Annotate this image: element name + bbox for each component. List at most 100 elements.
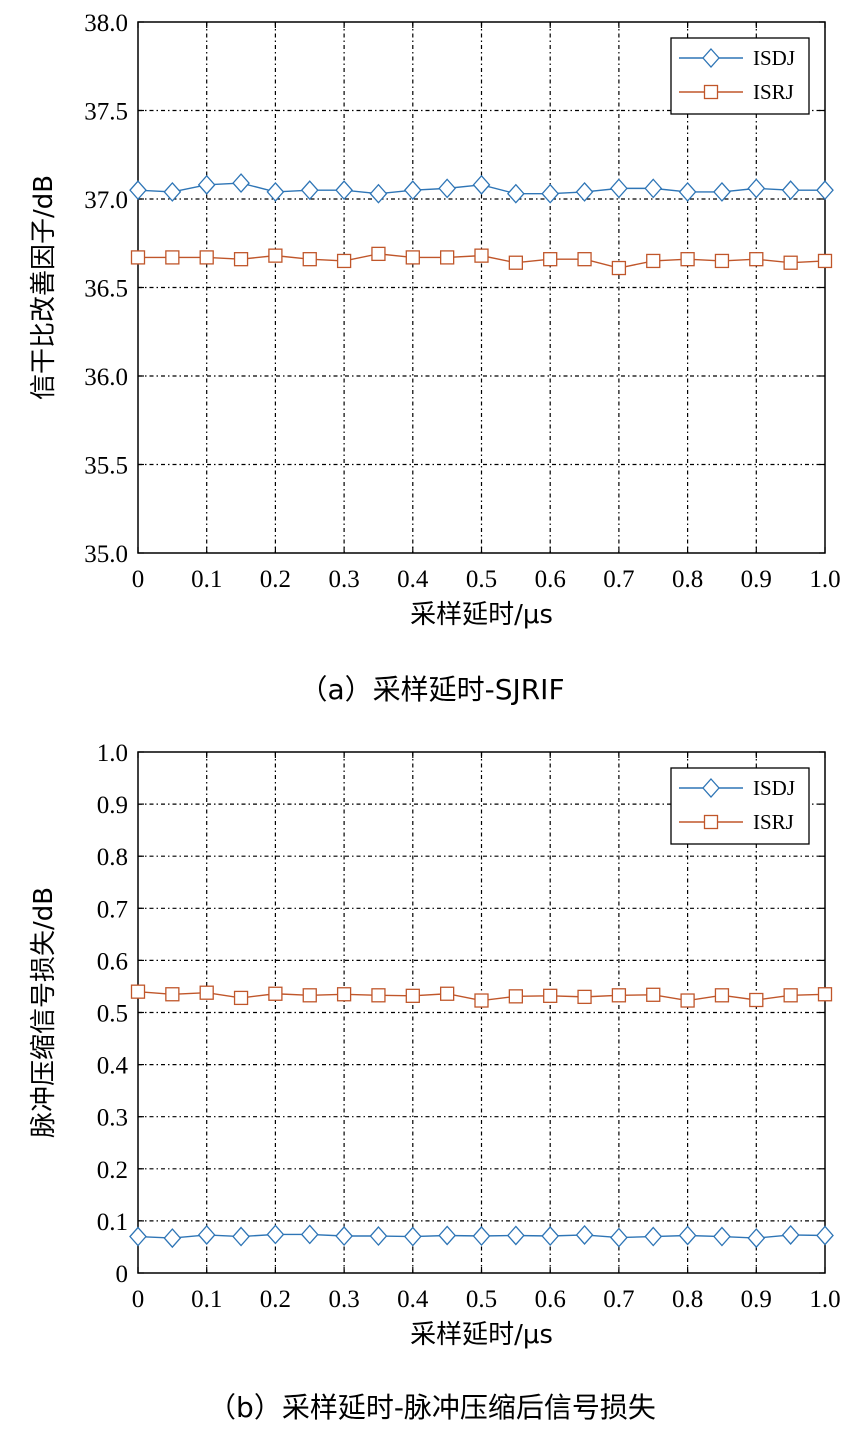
data-point (302, 252, 317, 267)
x-tick-label: 0.1 (191, 566, 222, 593)
data-point (371, 988, 386, 1003)
y-axis-label: 信干比改善因子/dB (29, 175, 59, 400)
data-point (266, 1224, 285, 1245)
legend-label: ISDJ (753, 776, 795, 800)
data-point (747, 178, 766, 199)
data-point (783, 255, 798, 270)
y-tick-label: 37.5 (84, 99, 128, 126)
x-tick-label: 0 (132, 566, 145, 593)
data-point (405, 250, 420, 265)
y-tick-label: 0.4 (97, 1053, 129, 1080)
data-point (302, 988, 317, 1003)
data-point (233, 252, 249, 267)
data-point (439, 250, 455, 265)
data-point (749, 992, 764, 1008)
data-point (130, 250, 146, 265)
data-point (300, 1224, 319, 1245)
data-point (749, 252, 764, 267)
data-point (543, 988, 558, 1003)
y-tick-label: 36.5 (84, 276, 128, 303)
data-point (438, 178, 457, 199)
data-point (369, 183, 388, 204)
data-point (611, 988, 627, 1003)
data-point (165, 250, 180, 265)
data-point (300, 180, 319, 201)
data-point (371, 246, 386, 262)
series-isrj (130, 246, 833, 276)
y-tick-label: 0.8 (97, 844, 128, 871)
x-tick-label: 0.2 (260, 1286, 291, 1313)
data-point (713, 1226, 731, 1247)
data-point (713, 181, 731, 202)
data-point (816, 180, 834, 201)
x-tick-label: 0.3 (328, 1286, 359, 1313)
legend: ISDJ ISRJ (670, 767, 810, 845)
grid (138, 752, 825, 1273)
data-point (474, 248, 489, 263)
data-point (541, 183, 560, 204)
x-axis-label: 采样延时/μs (410, 1320, 553, 1350)
data-point (646, 253, 661, 269)
data-point (543, 252, 558, 267)
data-point (610, 1227, 628, 1248)
data-point (506, 1225, 525, 1246)
data-point (129, 1226, 147, 1247)
data-point (817, 253, 833, 269)
y-tick-label: 1.0 (97, 740, 128, 767)
data-point (474, 993, 489, 1008)
data-point (129, 180, 147, 201)
data-point (680, 252, 695, 267)
data-point (336, 987, 352, 1002)
data-point (781, 1224, 800, 1245)
y-axis-label: 脉冲压缩信号损失/dB (29, 887, 59, 1138)
x-tick-label: 0.7 (603, 566, 634, 593)
x-tick-label: 1.0 (809, 1286, 840, 1313)
data-point (369, 1226, 388, 1246)
data-point (197, 1224, 216, 1245)
y-tick-label: 35.0 (84, 541, 128, 568)
y-tick-label: 0.5 (97, 1001, 128, 1028)
x-tick-label: 0.5 (466, 566, 497, 593)
x-tick-label: 0.4 (397, 1286, 429, 1313)
data-point (335, 1226, 353, 1246)
data-point (714, 988, 730, 1003)
data-point (678, 181, 697, 202)
legend-label: ISDJ (753, 46, 795, 70)
x-tick-label: 0.1 (191, 1286, 222, 1313)
y-tick-label: 37.0 (84, 187, 128, 214)
y-tick-label: 0.1 (97, 1209, 128, 1236)
data-point (783, 988, 798, 1003)
data-point (816, 1225, 834, 1246)
data-point (678, 1225, 697, 1246)
data-point (232, 173, 250, 194)
data-point (714, 253, 730, 269)
legend: ISDJ ISRJ (670, 37, 810, 115)
data-point (575, 1224, 594, 1245)
data-point (747, 1228, 766, 1249)
data-point (781, 180, 800, 201)
legend-marker (702, 48, 720, 68)
x-tick-label: 0.4 (397, 566, 429, 593)
data-point (165, 987, 180, 1002)
x-tick-label: 1.0 (809, 566, 840, 593)
data-point (575, 181, 594, 202)
series-isdj (129, 173, 834, 204)
data-point (405, 988, 420, 1003)
data-point (577, 989, 592, 1005)
data-point (199, 250, 214, 265)
data-point (610, 178, 628, 199)
data-point (163, 1228, 182, 1249)
legend-marker (703, 84, 719, 100)
data-point (266, 181, 285, 202)
y-tick-label: 35.5 (84, 453, 128, 480)
series-isdj (129, 1224, 834, 1249)
x-tick-label: 0.7 (603, 1286, 634, 1313)
data-point (130, 984, 146, 999)
data-point (199, 985, 214, 1000)
data-point (541, 1226, 560, 1246)
legend-marker (703, 814, 719, 830)
y-tick-label: 0.2 (97, 1157, 128, 1184)
data-point (233, 990, 249, 1006)
series-isrj (130, 984, 833, 1008)
data-point (163, 181, 182, 202)
